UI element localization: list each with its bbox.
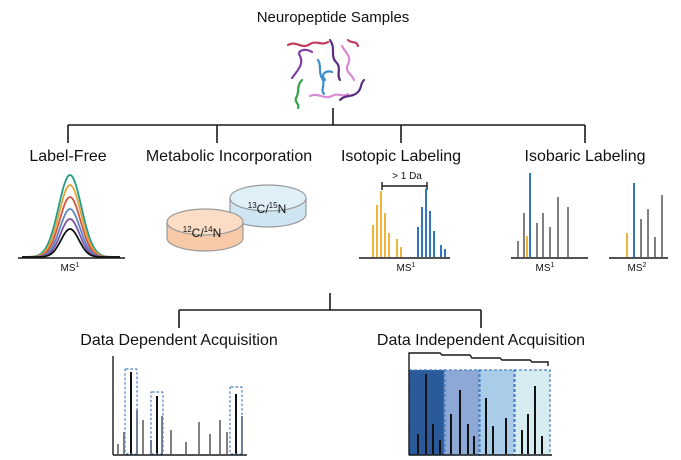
dia-window-outline xyxy=(478,369,516,456)
dia-window xyxy=(514,370,550,455)
dda-selection-box xyxy=(229,386,243,455)
dia-spectrum xyxy=(408,352,552,456)
metabolic-title: Metabolic Incorporation xyxy=(146,148,312,165)
heavy-isotope-label: 13C/15N xyxy=(248,201,286,216)
gaussian-peak xyxy=(22,196,120,258)
isobaric-title: Isobaric Labeling xyxy=(525,148,646,165)
gaussian-peak xyxy=(22,184,120,258)
gaussian-peak xyxy=(22,218,120,258)
isotopic-title: Isotopic Labeling xyxy=(341,148,461,165)
dda-selection-box xyxy=(150,391,164,455)
dia-window xyxy=(479,370,515,455)
dda-spectrum xyxy=(112,356,247,456)
peptide-strands-icon xyxy=(286,38,366,110)
light-isotope-label: 12C/14N xyxy=(183,225,221,240)
peptide-strand xyxy=(346,38,360,48)
petri-dish-heavy: 13C/15N xyxy=(229,184,307,228)
peptide-strand xyxy=(316,58,326,96)
tree-connectors xyxy=(67,108,586,143)
mass-shift-label: > 1 Da xyxy=(392,171,422,182)
gaussian-peak xyxy=(21,174,120,258)
peptide-strand xyxy=(338,78,366,102)
isobaric-ms2-spectrum: MS2 xyxy=(609,183,668,274)
petri-dish-light: 12C/14N xyxy=(166,208,244,252)
dia-title: Data Independent Acquisition xyxy=(377,332,585,349)
acquisition-connectors xyxy=(178,293,482,328)
dda-title: Data Dependent Acquisition xyxy=(80,332,277,349)
label-free-spectrum: MS1 xyxy=(18,174,125,274)
dia-window-outline xyxy=(443,369,481,456)
gaussian-peak xyxy=(22,228,120,258)
isotopic-spectrum: > 1 Da MS1 xyxy=(359,171,450,274)
isotopic-ms1-label: MS1 xyxy=(397,262,416,274)
peptide-strand xyxy=(290,48,314,80)
label-free-ms1-label: MS1 xyxy=(61,262,80,274)
dia-total-ion-trace xyxy=(408,352,549,366)
peptide-strand xyxy=(340,44,356,82)
peptide-strand xyxy=(308,92,350,99)
gaussian-peak xyxy=(22,208,120,258)
isobaric-ms1-spectrum: MS1 xyxy=(511,173,588,274)
peptide-strand xyxy=(286,40,330,48)
peptide-strand xyxy=(322,70,334,82)
main-title: Neuropeptide Samples xyxy=(257,9,410,26)
peptide-strand xyxy=(328,38,342,82)
isobaric-ms2-label: MS2 xyxy=(628,262,647,274)
dda-selection-box xyxy=(124,368,138,455)
dia-window-outline xyxy=(408,369,446,456)
isobaric-ms1-label: MS1 xyxy=(536,262,555,274)
dia-window-outline xyxy=(513,369,551,456)
label-free-title: Label-Free xyxy=(29,148,106,165)
peptide-strand xyxy=(294,78,304,110)
